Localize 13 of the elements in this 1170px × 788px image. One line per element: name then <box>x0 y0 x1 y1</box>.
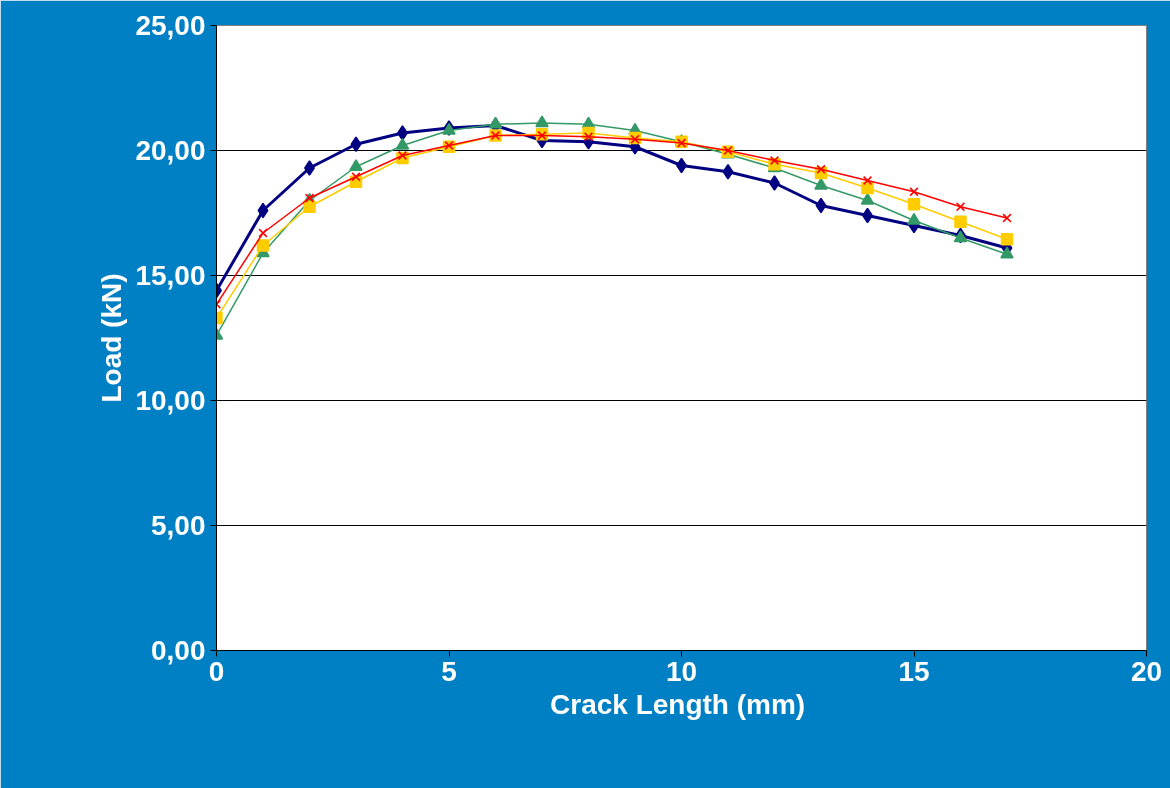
y-tick-label: 15,00 <box>135 260 206 291</box>
y-tick-label: 25,00 <box>135 10 206 41</box>
y-tick-label: 10,00 <box>135 385 206 416</box>
y-axis-title: Load (kN) <box>96 273 128 403</box>
x-tick-label: 20 <box>1130 655 1163 687</box>
x-tick-label: 0 <box>208 655 225 687</box>
y-tick-label: 5,00 <box>151 510 206 541</box>
x-axis-title: Crack Length (mm) <box>550 688 806 720</box>
x-tick-label: 5 <box>441 655 457 687</box>
x-tick-label: 15 <box>898 655 930 687</box>
x-tick-label: 10 <box>665 655 698 687</box>
y-tick-label: 20,00 <box>135 135 206 166</box>
y-tick-label: 0,00 <box>151 635 206 666</box>
